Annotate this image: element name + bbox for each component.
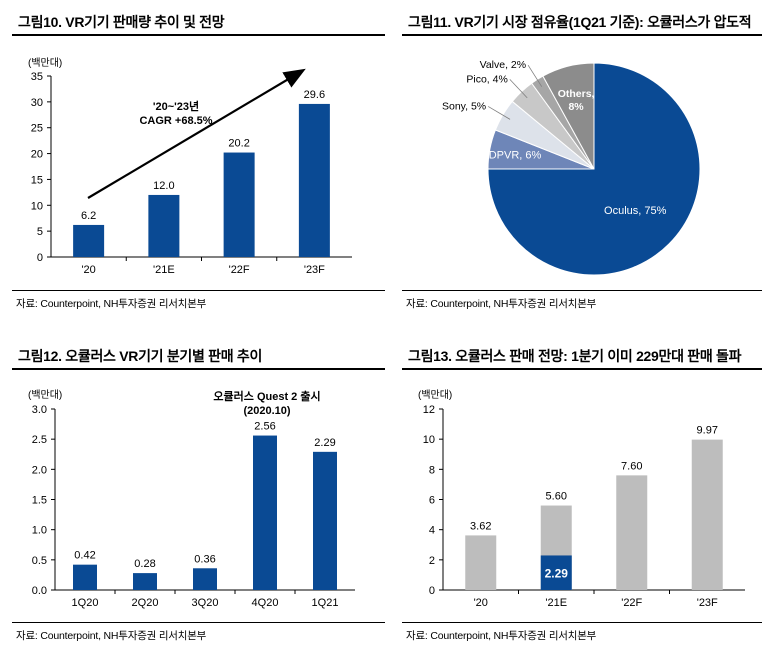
fig10-y-tick-label: 10 [31,200,43,212]
fig11-label-dpvr: DPVR, 6% [489,150,542,162]
fig10-y-tick-label: 0 [37,252,43,264]
fig12-x-tick-label: 3Q20 [192,597,219,609]
fig13-x-tick-label: '20 [474,597,488,609]
fig13-y-tick-label: 0 [429,585,435,597]
fig10-x-tick-label: '23F [304,264,325,276]
fig13-highlight-bar [540,555,572,590]
fig11-label-others-pct: 8% [568,101,584,113]
fig12-y-tick-label: 1.0 [32,525,47,537]
fig12-x-tick-label: 4Q20 [252,597,279,609]
fig11-slice-others [542,62,595,170]
fig12-y-tick-label: 2.5 [32,434,47,446]
fig12-unit: (백만대) [28,390,63,401]
fig11-leader-sony [487,106,511,120]
fig12-y-tick-label: 2.0 [32,464,47,476]
fig13-unit: (백만대) [418,390,453,401]
fig13-value-label: 5.60 [546,491,567,503]
fig13-y-tick-label: 2 [429,555,435,567]
fig12-value-label: 2.56 [254,421,275,433]
fig10-bar [73,224,105,257]
fig12-y-tick-label: 0.0 [32,585,47,597]
fig12-annotation-line1: 오큘러스 Quest 2 출시 [213,389,320,403]
fig10-y-tick-label: 20 [31,149,43,161]
fig13-bottom-rule [402,622,762,623]
fig10-y-tick-label: 30 [31,97,43,109]
fig12-source: 자료: Counterpoint, NH투자증권 리서치본부 [16,630,207,642]
fig11-label-valve: Valve, 2% [480,59,527,71]
fig13-highlight-label: 2.29 [545,567,569,581]
fig13-source: 자료: Counterpoint, NH투자증권 리서치본부 [406,630,597,642]
fig11-label-others-name: Others, [558,88,595,100]
fig12-value-label: 0.42 [74,550,95,562]
fig12-bar [313,451,337,590]
fig11-title-rule [402,34,762,36]
fig10-x-tick-label: '20 [81,264,95,276]
fig10-title: 그림10. VR기기 판매량 추이 및 전망 [18,14,225,30]
fig13-y-tick-label: 4 [429,525,435,537]
fig13-value-label: 9.97 [697,425,718,437]
fig13-x-tick-label: '21E [545,597,567,609]
fig11-slice-oculus [487,62,701,276]
fig10-value-label: 6.2 [81,210,96,222]
fig12-value-label: 0.28 [134,558,155,570]
fig10-trend-arrow [87,68,306,199]
fig10-y-tick-label: 25 [31,123,43,135]
fig10-value-label: 29.6 [304,89,325,101]
fig11-title: 그림11. VR기기 시장 점유율(1Q21 기준): 오큘러스가 압도적 [408,14,752,30]
fig13-y-tick-label: 10 [423,434,435,446]
fig12-x-tick-label: 2Q20 [132,597,159,609]
fig13-bar [691,439,723,590]
fig12-y-tick-label: 0.5 [32,555,47,567]
fig12-y-tick-label: 1.5 [32,495,47,507]
fig12-title-rule [12,368,385,370]
fig10-y-tick-label: 5 [37,226,43,238]
fig10-title-rule [12,34,385,36]
fig13-x-tick-label: '22F [621,597,642,609]
fig11-source: 자료: Counterpoint, NH투자증권 리서치본부 [406,298,597,310]
fig12-title: 그림12. 오큘러스 VR기기 분기별 판매 추이 [18,348,263,364]
fig13-bar [616,475,648,590]
fig10-annotation-line1: '20~'23년 [153,99,199,113]
fig13-x-tick-label: '23F [697,597,718,609]
fig12-annotation-line2: (2020.10) [243,405,290,417]
fig10-unit: (백만대) [28,58,63,69]
fig13-title: 그림13. 오큘러스 판매 전망: 1분기 이미 229만대 판매 돌파 [408,348,742,364]
fig12-bar [73,564,97,590]
fig12-bottom-rule [12,622,385,623]
fig13-value-label: 3.62 [470,520,491,532]
fig11-bottom-rule [402,290,762,291]
fig10-bar [298,103,330,257]
fig12-bar [253,435,277,590]
fig10-annotation-line2: CAGR +68.5% [139,115,212,127]
fig10-value-label: 20.2 [228,138,249,150]
fig11-leader-pico [509,79,528,99]
fig11-label-oculus: Oculus, 75% [604,205,667,217]
fig12-x-tick-label: 1Q21 [312,597,339,609]
fig12-bar [193,568,217,590]
fig10-y-tick-label: 35 [31,71,43,83]
fig13-y-tick-label: 8 [429,464,435,476]
fig13-title-rule [402,368,762,370]
fig12-x-tick-label: 1Q20 [72,597,99,609]
fig11-label-sony: Sony, 5% [442,100,486,112]
fig10-bar [148,194,180,257]
fig12-y-tick-label: 3.0 [32,404,47,416]
fig12-value-label: 2.29 [314,437,335,449]
fig13-y-tick-label: 6 [429,495,435,507]
fig10-x-tick-label: '21E [153,264,175,276]
fig12-bar [133,573,157,590]
fig13-value-label: 7.60 [621,460,642,472]
fig12-value-label: 0.36 [194,553,215,565]
fig10-value-label: 12.0 [153,180,174,192]
fig10-bottom-rule [12,290,385,291]
fig10-source: 자료: Counterpoint, NH투자증권 리서치본부 [16,298,207,310]
fig13-y-tick-label: 12 [423,404,435,416]
fig11-leader-valve [527,64,543,87]
fig13-bar [465,535,497,590]
fig10-x-tick-label: '22F [229,264,250,276]
fig11-label-pico: Pico, 4% [466,73,507,85]
fig10-bar [223,152,255,257]
fig10-y-tick-label: 15 [31,174,43,186]
